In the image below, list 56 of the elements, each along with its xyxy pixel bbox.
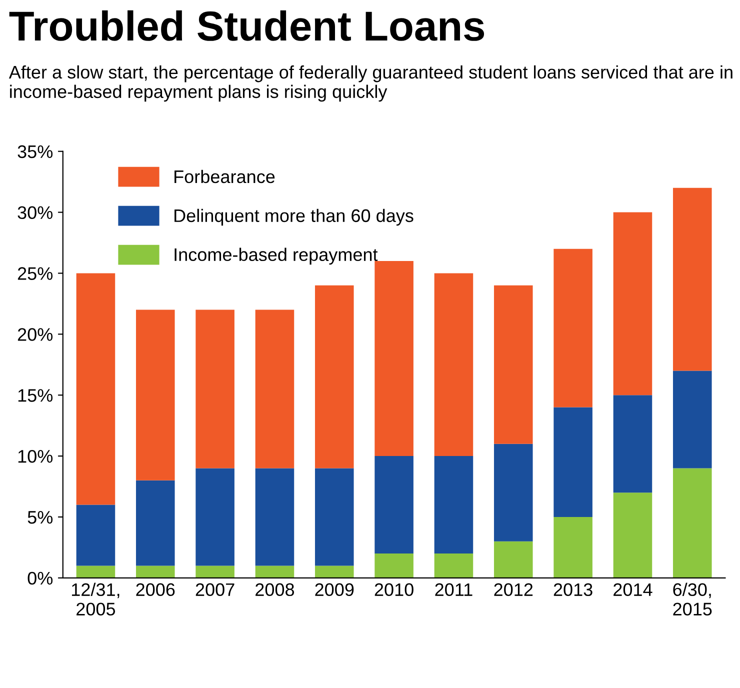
bar [314, 468, 354, 566]
bar [136, 480, 175, 566]
bar [613, 492, 652, 578]
bar [613, 212, 652, 396]
x-tick-label: 12/31, 2005 [72, 582, 120, 616]
x-tick-label: 2010 [374, 583, 414, 596]
bar [76, 566, 116, 578]
bar [494, 541, 533, 578]
bar [434, 273, 474, 456]
bar [672, 188, 712, 371]
x-tick-label: 2007 [196, 583, 234, 596]
bar [196, 468, 234, 566]
bar [554, 516, 592, 578]
x-tick-label: 2008 [256, 583, 294, 596]
legend-label: Income-based repayment [174, 248, 378, 265]
chart-title: Troubled Student Loans [9, 10, 484, 41]
bar [255, 310, 294, 468]
bar [672, 370, 712, 468]
x-tick-label: 2011 [435, 583, 472, 596]
bar [494, 444, 533, 542]
x-tick-label: 2013 [554, 583, 592, 596]
bar [494, 285, 533, 444]
bar [136, 310, 175, 480]
chart-subtitle: After a slow start, the percentage of federally guaranteed student loans serviced that are in income-based repayment plans is rising quickly [8, 65, 732, 102]
x-tick-label: 2006 [136, 583, 175, 596]
x-tick-label: 2009 [315, 583, 354, 596]
y-tick-label: 35% [18, 145, 53, 158]
y-tick-label: 25% [18, 267, 53, 280]
bar [314, 285, 354, 468]
bar [196, 310, 234, 468]
bar [374, 456, 414, 554]
bar [434, 456, 474, 554]
bar [434, 554, 474, 578]
bar [136, 566, 175, 578]
legend-label: Forbearance [174, 170, 275, 184]
bar [554, 407, 592, 517]
bar [255, 468, 294, 566]
bar [255, 566, 294, 578]
bar [374, 554, 414, 578]
legend-label: Delinquent more than 60 days [174, 208, 414, 226]
y-tick-label: 30% [18, 206, 53, 220]
y-tick-label: 15% [18, 389, 53, 402]
x-tick-label: 2014 [614, 583, 652, 596]
y-tick-label: 0% [28, 572, 53, 585]
bar [554, 248, 592, 408]
y-tick-label: 20% [18, 328, 53, 341]
bar [672, 468, 712, 578]
y-tick-label: 5% [28, 510, 53, 524]
bar [196, 566, 234, 578]
bar [613, 395, 652, 493]
bar [314, 566, 354, 578]
y-tick-label: 10% [18, 450, 53, 463]
x-tick-label: 2012 [494, 583, 533, 596]
bar [76, 273, 116, 505]
x-tick-label: 6/30, 2015 [673, 582, 712, 616]
bar [76, 504, 116, 566]
